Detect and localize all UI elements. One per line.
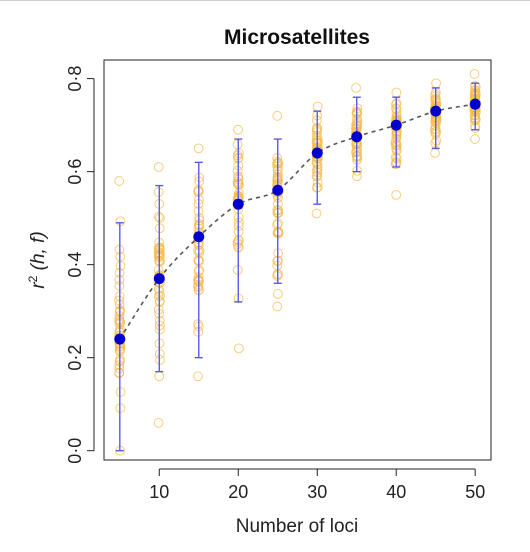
replicate-point [153,265,164,275]
replicate-point [430,148,440,158]
replicate-point [114,295,124,306]
mean-point [272,184,284,196]
plot-frame [103,59,492,461]
x-axis-label: Number of loci [236,516,359,537]
replicate-point [155,290,165,301]
replicate-point [232,139,243,150]
mean-point [469,98,481,110]
y-tick-label: 0·0 [65,438,85,464]
y-axis-label: r2 (h, f) [26,231,49,288]
x-axis: 10 20 30 40 50 [149,468,485,502]
replicate-point [155,213,165,224]
y-axis-label-rest: (h, f) [28,231,49,275]
trend-line [119,103,476,340]
replicate-point [312,101,323,112]
x-tick-label: 40 [386,482,406,502]
replicate-point [155,355,165,365]
replicate-point [470,134,480,144]
replicate-point [233,343,244,354]
replicate-point [431,78,441,89]
replicate-point [234,217,244,228]
mean-point [311,147,323,159]
replicate-point [193,143,204,154]
replicate-point [193,275,203,286]
chart-title: Microsatellites [224,26,370,49]
replicate-point [273,289,283,299]
replicate-point [391,87,402,98]
replicate-point [153,162,164,172]
mean-point [430,105,442,117]
replicate-point [272,301,283,312]
replicate-point [114,176,125,186]
y-tick-label: 0·6 [65,159,85,185]
mean-point [193,231,205,243]
x-tick-label: 50 [465,482,485,502]
replicate-point [272,110,283,121]
replicate-point [390,138,401,149]
replicate-point [154,371,165,382]
replicate-point [115,387,126,397]
mean-point [232,198,244,210]
mean-point [153,273,165,285]
mean-point [390,119,402,131]
y-axis-label-base: r [28,282,49,289]
error-bars [115,82,480,452]
y-axis: 0·0 0·2 0·4 0·6 0·8 [65,66,95,464]
replicate-point [233,124,243,135]
y-tick-label: 0·2 [65,345,85,371]
x-tick-label: 20 [228,482,248,502]
replicate-point [232,176,243,187]
y-axis-label-sup: 2 [26,275,40,282]
mean-point [114,333,126,345]
top-divider [0,0,530,1]
mean-points [114,98,481,345]
y-tick-label: 0·4 [65,252,85,278]
replicate-point [351,83,361,93]
replicate-point [153,417,164,428]
replicate-point [469,69,480,79]
replicate-point [193,371,203,382]
replicate-point [193,319,203,330]
replicate-point [311,208,322,219]
mean-point [351,131,363,143]
x-tick-label: 30 [307,482,327,502]
replicate-points [114,69,481,456]
y-tick-label: 0·8 [65,66,85,92]
replicate-point [391,189,402,200]
x-tick-label: 10 [149,482,169,502]
